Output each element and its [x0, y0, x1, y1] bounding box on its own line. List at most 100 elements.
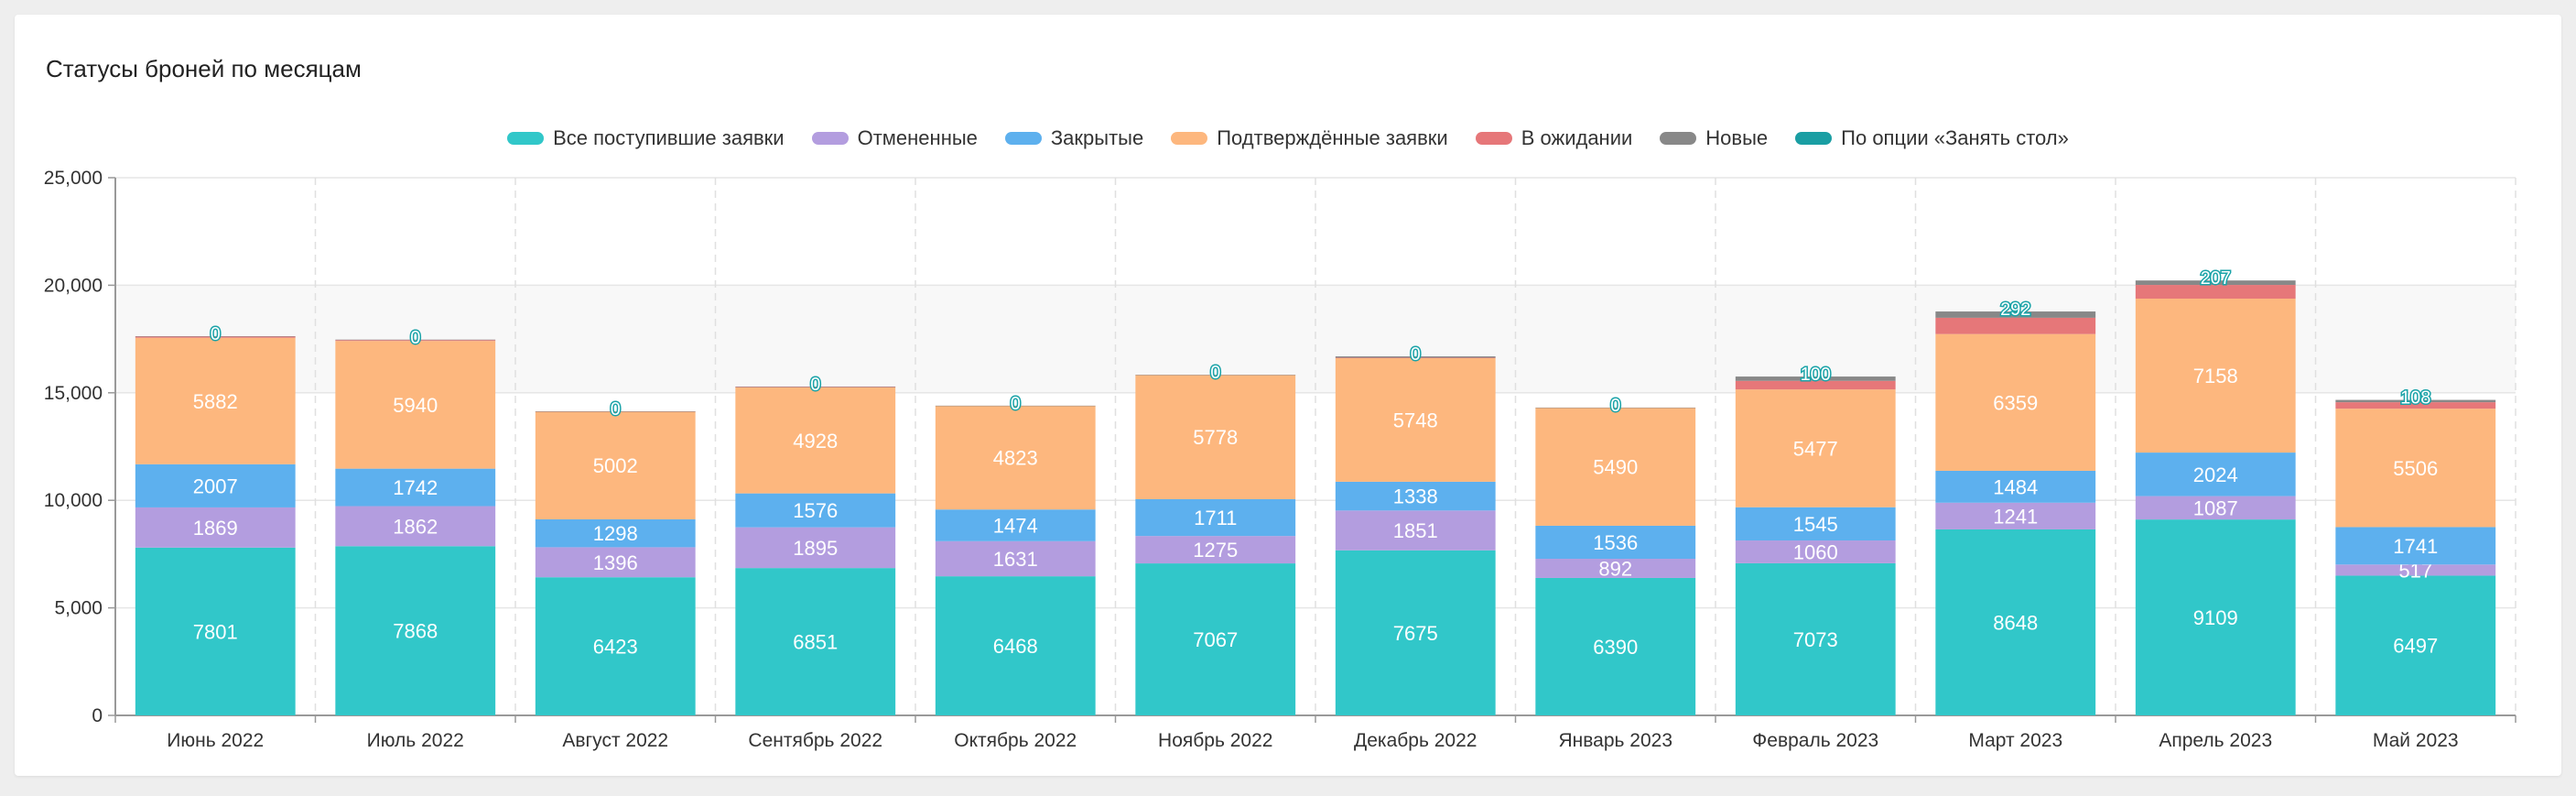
bar-segment-pending[interactable]: [1335, 357, 1496, 358]
bar-segment-cancelled[interactable]: [1135, 536, 1296, 564]
bar-segment-closed[interactable]: [335, 468, 496, 507]
bar-value-label: 1862: [393, 515, 438, 538]
bar-segment-all[interactable]: [1935, 529, 2096, 715]
bar-segment-confirmed[interactable]: [935, 405, 1096, 510]
bar-segment-cancelled[interactable]: [1335, 510, 1496, 551]
bar-segment-all[interactable]: [1535, 577, 1696, 715]
bar-segment-pending[interactable]: [2135, 285, 2296, 300]
bar-segment-confirmed[interactable]: [1735, 389, 1896, 507]
legend-item-confirmed[interactable]: Подтверждённые заявки: [1171, 126, 1448, 150]
bar-segment-all[interactable]: [1735, 562, 1896, 715]
bar-segment-new[interactable]: [2335, 399, 2496, 403]
bar-segment-confirmed[interactable]: [335, 341, 496, 469]
bar-segment-closed[interactable]: [1135, 498, 1296, 537]
legend-label: По опции «Занять стол»: [1841, 126, 2069, 149]
bar-segment-all[interactable]: [535, 577, 696, 715]
bar-top-label: 100: [1801, 365, 1831, 385]
legend-item-all[interactable]: Все поступившие заявки: [507, 126, 785, 150]
bar-segment-pending[interactable]: [2335, 402, 2496, 409]
bar-value-label: 2024: [2193, 463, 2238, 486]
bar-top-label: 207: [2201, 268, 2231, 289]
bar-segment-closed[interactable]: [1535, 525, 1696, 560]
bar-value-label: 1631: [993, 548, 1038, 571]
bar-segment-confirmed[interactable]: [1135, 375, 1296, 499]
legend-item-closed[interactable]: Закрытые: [1004, 126, 1143, 150]
bar-segment-new[interactable]: [1735, 376, 1896, 381]
bar-segment-confirmed[interactable]: [2335, 409, 2496, 528]
bar-segment-cancelled[interactable]: [535, 547, 696, 578]
bar-value-label: 5778: [1193, 426, 1238, 449]
legend-item-pending[interactable]: В ожидании: [1475, 126, 1632, 150]
bar-segment-cancelled[interactable]: [335, 506, 496, 547]
bar-segment-new[interactable]: [2135, 280, 2296, 286]
bar-segment-new[interactable]: [135, 336, 296, 337]
legend-item-new[interactable]: Новые: [1660, 126, 1768, 150]
bar-segment-closed[interactable]: [1735, 507, 1896, 541]
bar-segment-all[interactable]: [335, 546, 496, 715]
legend-swatch: [507, 132, 545, 145]
bar-segment-all[interactable]: [1135, 563, 1296, 715]
bar-segment-all[interactable]: [1335, 550, 1496, 715]
bar-segment-closed[interactable]: [935, 509, 1096, 541]
y-tick-label: 15,000: [44, 383, 103, 404]
bar-segment-pending[interactable]: [1935, 317, 2096, 334]
bar-segment-pending[interactable]: [1735, 380, 1896, 390]
bar-segment-new[interactable]: [1535, 407, 1696, 409]
bar-segment-all[interactable]: [2335, 575, 2496, 715]
legend-swatch: [1171, 132, 1208, 145]
bar-segment-cancelled[interactable]: [2335, 564, 2496, 576]
bar-segment-cancelled[interactable]: [1935, 502, 2096, 529]
bar-segment-new[interactable]: [335, 339, 496, 341]
bar-segment-confirmed[interactable]: [135, 337, 296, 464]
bar-chart: 0 5,000 10,000 15,000 20,000 25,000 7801 1869 20…: [44, 168, 2516, 751]
x-tick-label: Ноябрь 2022: [1158, 730, 1272, 751]
bar-segment-all[interactable]: [935, 576, 1096, 715]
bar-segment-pending[interactable]: [335, 340, 496, 342]
bar-value-label: 1474: [993, 515, 1038, 538]
bar-segment-new[interactable]: [935, 405, 1096, 407]
bar-segment-confirmed[interactable]: [1935, 333, 2096, 471]
bar-segment-new[interactable]: [1335, 356, 1496, 358]
bar-segment-closed[interactable]: [1935, 470, 2096, 503]
bar-segment-confirmed[interactable]: [735, 387, 896, 494]
bar-segment-confirmed[interactable]: [535, 411, 696, 519]
bar-segment-confirmed[interactable]: [1535, 408, 1696, 526]
bar-value-label: 7158: [2193, 365, 2238, 387]
bar-segment-closed[interactable]: [135, 463, 296, 507]
bar-value-label: 7868: [393, 620, 438, 643]
bar-segment-new[interactable]: [1135, 375, 1296, 376]
x-tick-label: Март 2023: [1968, 730, 2062, 751]
bar-top-label: 0: [1210, 363, 1220, 383]
bar-value-label: 5940: [393, 394, 438, 417]
bar-value-label: 7675: [1393, 622, 1438, 645]
bar-segment-cancelled[interactable]: [135, 507, 296, 548]
bar-segment-confirmed[interactable]: [2135, 299, 2296, 453]
y-tick-label: 10,000: [44, 490, 103, 511]
bar-segment-cancelled[interactable]: [735, 527, 896, 569]
bar-segment-all[interactable]: [735, 568, 896, 715]
legend-swatch: [1795, 132, 1833, 145]
bar-value-label: 1536: [1593, 531, 1638, 554]
legend-label: Подтверждённые заявки: [1217, 126, 1448, 149]
bar-segment-cancelled[interactable]: [2135, 496, 2296, 520]
bar-segment-closed[interactable]: [535, 518, 696, 548]
bar-segment-closed[interactable]: [735, 493, 896, 528]
bar-value-label: 1742: [393, 476, 438, 499]
bar-segment-closed[interactable]: [2335, 527, 2496, 565]
x-tick-label: Апрель 2023: [2159, 730, 2272, 751]
bar-segment-pending[interactable]: [135, 336, 296, 338]
bar-value-label: 1869: [193, 517, 238, 540]
bar-value-label: 7067: [1193, 628, 1238, 651]
bar-segment-cancelled[interactable]: [935, 540, 1096, 577]
legend-item-table_option[interactable]: По опции «Занять стол»: [1795, 126, 2069, 150]
bar-segment-closed[interactable]: [1335, 481, 1496, 511]
bar-segment-closed[interactable]: [2135, 453, 2296, 496]
bar-segment-all[interactable]: [135, 547, 296, 715]
bar-segment-cancelled[interactable]: [1535, 559, 1696, 578]
bar-segment-new[interactable]: [535, 411, 696, 412]
bar-segment-new[interactable]: [1935, 311, 2096, 318]
bar-segment-all[interactable]: [2135, 519, 2296, 715]
bar-segment-confirmed[interactable]: [1335, 357, 1496, 482]
legend-item-cancelled[interactable]: Отмененные: [811, 126, 978, 150]
bar-segment-cancelled[interactable]: [1735, 540, 1896, 563]
